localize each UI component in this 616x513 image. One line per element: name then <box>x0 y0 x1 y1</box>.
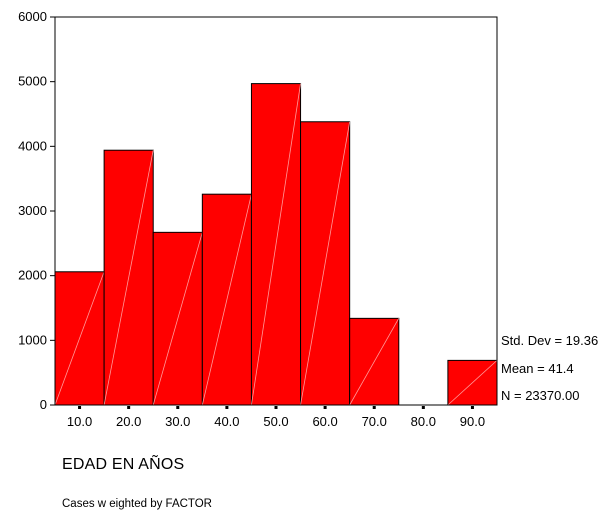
x-tick-mark <box>372 406 376 409</box>
stats-legend: Std. Dev = 19.36 Mean = 41.4 N = 23370.0… <box>501 333 598 403</box>
y-axis: 0 1000 2000 3000 4000 5000 6000 <box>18 9 55 412</box>
y-tick-label: 4000 <box>18 138 47 153</box>
x-tick-mark <box>274 406 278 409</box>
x-tick-mark <box>127 406 131 409</box>
x-axis-title: EDAD EN AÑOS <box>62 456 185 473</box>
x-tick-label: 90.0 <box>460 414 485 429</box>
x-tick-label: 20.0 <box>116 414 141 429</box>
bar-hatch-line <box>201 194 252 406</box>
x-tick-label: 40.0 <box>214 414 239 429</box>
x-tick-label: 10.0 <box>67 414 92 429</box>
x-tick-mark <box>421 406 425 409</box>
stat-mean: Mean = 41.4 <box>501 361 574 376</box>
bar-hatch-line <box>103 150 154 406</box>
y-tick-label: 6000 <box>18 9 47 24</box>
x-tick-mark <box>323 406 327 409</box>
x-tick-mark <box>176 406 180 409</box>
y-tick-label: 1000 <box>18 332 47 347</box>
x-tick-mark <box>470 406 474 409</box>
y-tick-label: 5000 <box>18 74 47 89</box>
x-tick-mark <box>225 406 229 409</box>
bars-group <box>54 83 498 406</box>
x-tick-mark <box>78 406 82 409</box>
y-tick-label: 3000 <box>18 203 47 218</box>
x-tick-label: 70.0 <box>362 414 387 429</box>
y-tick-label: 2000 <box>18 268 47 283</box>
y-tick-label: 0 <box>40 397 47 412</box>
x-axis: 10.0 20.0 30.0 40.0 50.0 60.0 70.0 80.0 90.0 <box>67 406 485 429</box>
bar-hatch-line <box>251 83 301 406</box>
x-tick-label: 30.0 <box>165 414 190 429</box>
bar-hatch-line <box>447 360 498 406</box>
x-tick-label: 50.0 <box>263 414 288 429</box>
bar-hatch-line <box>152 232 203 406</box>
bar-hatch-line <box>300 121 351 406</box>
bar-hatch-line <box>54 271 105 406</box>
x-tick-label: 80.0 <box>411 414 436 429</box>
bar-hatch-line <box>349 318 400 406</box>
stat-n: N = 23370.00 <box>501 388 579 403</box>
stat-std-dev: Std. Dev = 19.36 <box>501 333 598 348</box>
weighting-footnote: Cases w eighted by FACTOR <box>62 498 212 510</box>
x-tick-label: 60.0 <box>312 414 337 429</box>
